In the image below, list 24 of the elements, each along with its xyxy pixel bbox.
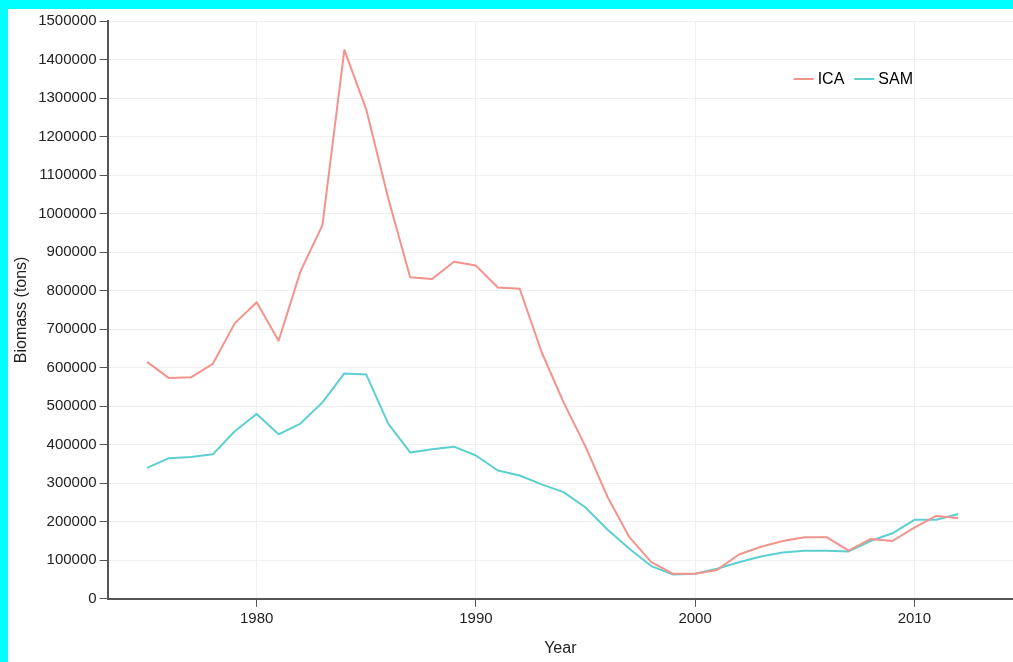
y-tick-label: 500000 xyxy=(46,396,97,414)
x-axis-title: Year xyxy=(544,638,578,656)
y-tick-label: 700000 xyxy=(46,319,97,337)
y-tick-label: 200000 xyxy=(46,511,97,529)
y-tick-label: 1300000 xyxy=(38,88,97,106)
y-tick-label: 400000 xyxy=(46,434,97,452)
x-tick-label: 2010 xyxy=(897,608,932,626)
x-tick-label: 2000 xyxy=(678,608,712,626)
y-tick-label: 100000 xyxy=(46,550,97,568)
x-tick-label: 1990 xyxy=(459,608,493,626)
legend-label: SAM xyxy=(878,70,913,88)
y-tick-label: 800000 xyxy=(46,280,97,298)
y-axis-title: Biomass (tons) xyxy=(12,256,30,364)
y-tick-label: 1500000 xyxy=(38,11,97,29)
y-tick-label: 1100000 xyxy=(39,165,97,183)
y-tick-label: 300000 xyxy=(46,473,97,491)
y-tick-label: 1000000 xyxy=(38,203,97,221)
legend-label: ICA xyxy=(817,70,845,88)
x-tick-label: 1980 xyxy=(239,608,274,626)
y-tick-label: 900000 xyxy=(46,242,97,260)
y-tick-label: 0 xyxy=(88,588,97,606)
y-tick-label: 600000 xyxy=(46,357,97,375)
y-tick-label: 1400000 xyxy=(38,49,97,67)
y-tick-label: 1200000 xyxy=(38,126,97,144)
